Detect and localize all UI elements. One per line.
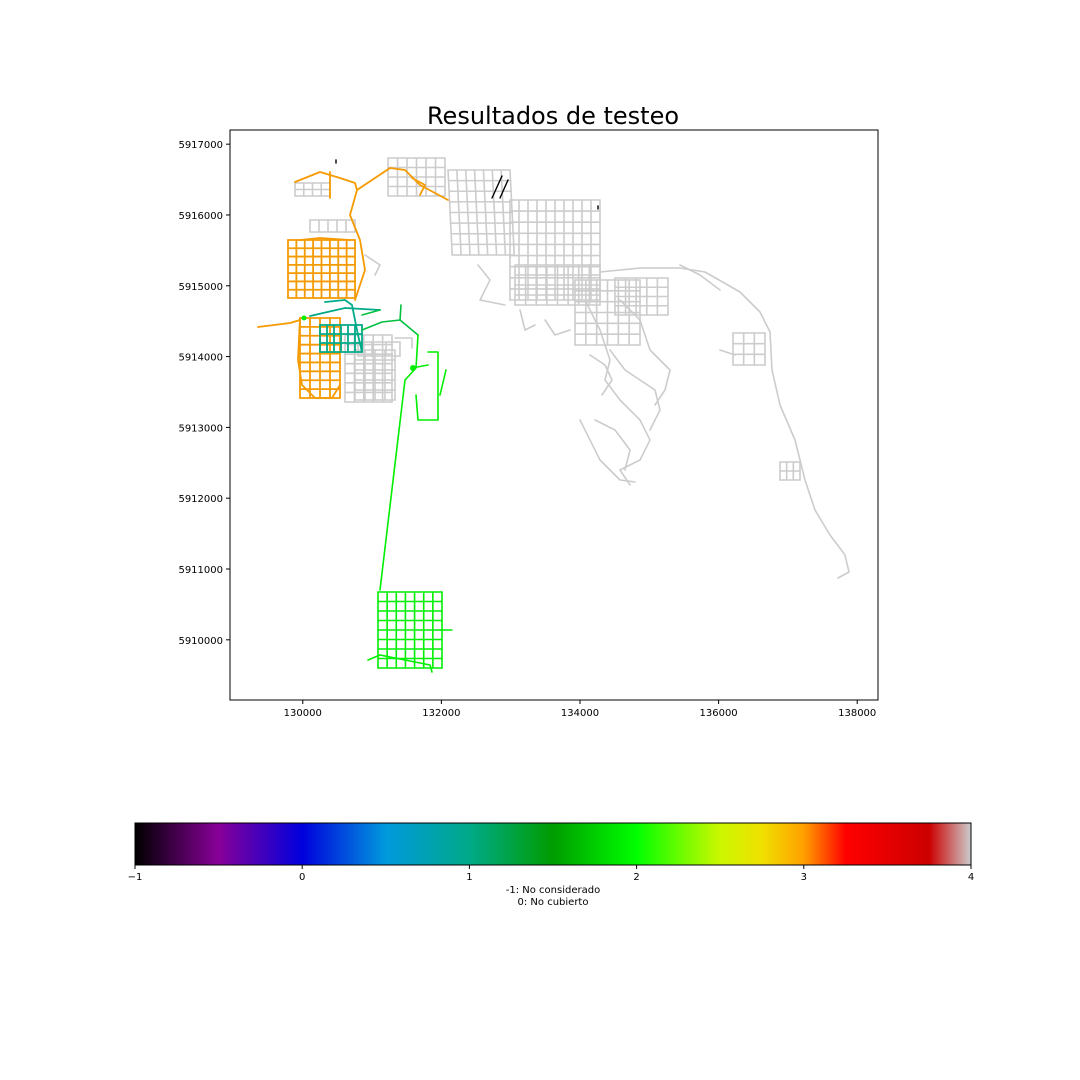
network-black [335, 159, 599, 210]
colorbar-label-line-2: 0: No cubierto [518, 897, 589, 908]
street-segment [456, 169, 462, 256]
street-segment [464, 169, 471, 256]
colorbar-tick-label: 3 [801, 872, 807, 883]
x-tick-label: 138000 [838, 708, 876, 719]
street-segment [361, 309, 381, 316]
street-segment [299, 237, 351, 241]
street-segment [411, 177, 426, 196]
coastal-road [599, 267, 850, 579]
colorbar-tick-label: 1 [466, 872, 472, 883]
street-segment [367, 654, 433, 673]
network-green [301, 315, 453, 673]
y-axis: 5910000 5911000 5912000 5913000 5914000 59150… [178, 140, 230, 647]
colorbar: −1 0 1 2 3 4 -1: No considerado 0: No cubiert… [128, 822, 974, 908]
street-segment [399, 304, 402, 321]
trunk-road [379, 334, 419, 591]
x-tick-label: 134000 [561, 708, 599, 719]
street-segment [439, 369, 447, 396]
y-tick-label: 5917000 [178, 140, 223, 151]
network-orange [257, 167, 449, 399]
network-grey [294, 157, 850, 579]
chart-title: Resultados de testeo [427, 102, 679, 130]
street-segment [719, 349, 736, 356]
street-segment [294, 171, 358, 191]
y-tick-label: 5913000 [178, 423, 223, 434]
y-tick-label: 5910000 [178, 636, 223, 647]
street-segment [500, 169, 507, 256]
axes-frame [229, 129, 879, 701]
hill-road [579, 419, 636, 483]
hill-road [589, 354, 613, 396]
street-segment [499, 179, 509, 199]
map-layer [257, 157, 850, 673]
y-tick-label: 5912000 [178, 494, 223, 505]
street-segment [297, 317, 341, 399]
street-segment [491, 169, 498, 256]
hill-road [609, 349, 661, 431]
colorbar-gradient [134, 822, 972, 866]
hill-road [619, 299, 671, 406]
x-tick-label: 130000 [284, 708, 322, 719]
street-segment [309, 307, 381, 317]
y-tick-label: 5911000 [178, 565, 223, 576]
y-tick-label: 5916000 [178, 211, 223, 222]
colorbar-tick-label: −1 [128, 872, 143, 883]
street-segment [679, 264, 721, 291]
street-segment [361, 319, 419, 336]
colorbar-tick-label: 4 [968, 872, 974, 883]
street-segment [477, 264, 506, 306]
colorbar-ticks: −1 0 1 2 3 4 [128, 865, 974, 883]
street-segment [364, 254, 381, 276]
hill-road [594, 419, 631, 471]
y-tick-label: 5915000 [178, 282, 223, 293]
network-midgreen [361, 304, 419, 336]
street-segment [324, 299, 363, 353]
x-axis: 130000 132000 134000 136000 138000 [284, 700, 876, 719]
x-tick-label: 136000 [700, 708, 738, 719]
street-segment [349, 189, 366, 301]
network-node [301, 315, 307, 321]
street-segment [544, 319, 571, 336]
street-segment [519, 309, 536, 331]
network-node [410, 365, 416, 371]
colorbar-label-line-1: -1: No considerado [506, 885, 600, 896]
colorbar-tick-label: 2 [633, 872, 639, 883]
colorbar-tick-label: 0 [299, 872, 305, 883]
street-segment [394, 337, 413, 349]
network-teal [309, 299, 381, 353]
street-segment [509, 169, 516, 256]
street-segment [447, 169, 454, 256]
street-segment [491, 175, 503, 199]
street-segment [482, 169, 489, 256]
street-segment [257, 319, 301, 328]
hill-road [584, 299, 651, 486]
street-segment [415, 351, 439, 421]
x-tick-label: 132000 [422, 708, 460, 719]
street-segment [473, 169, 480, 256]
y-tick-label: 5914000 [178, 353, 223, 364]
